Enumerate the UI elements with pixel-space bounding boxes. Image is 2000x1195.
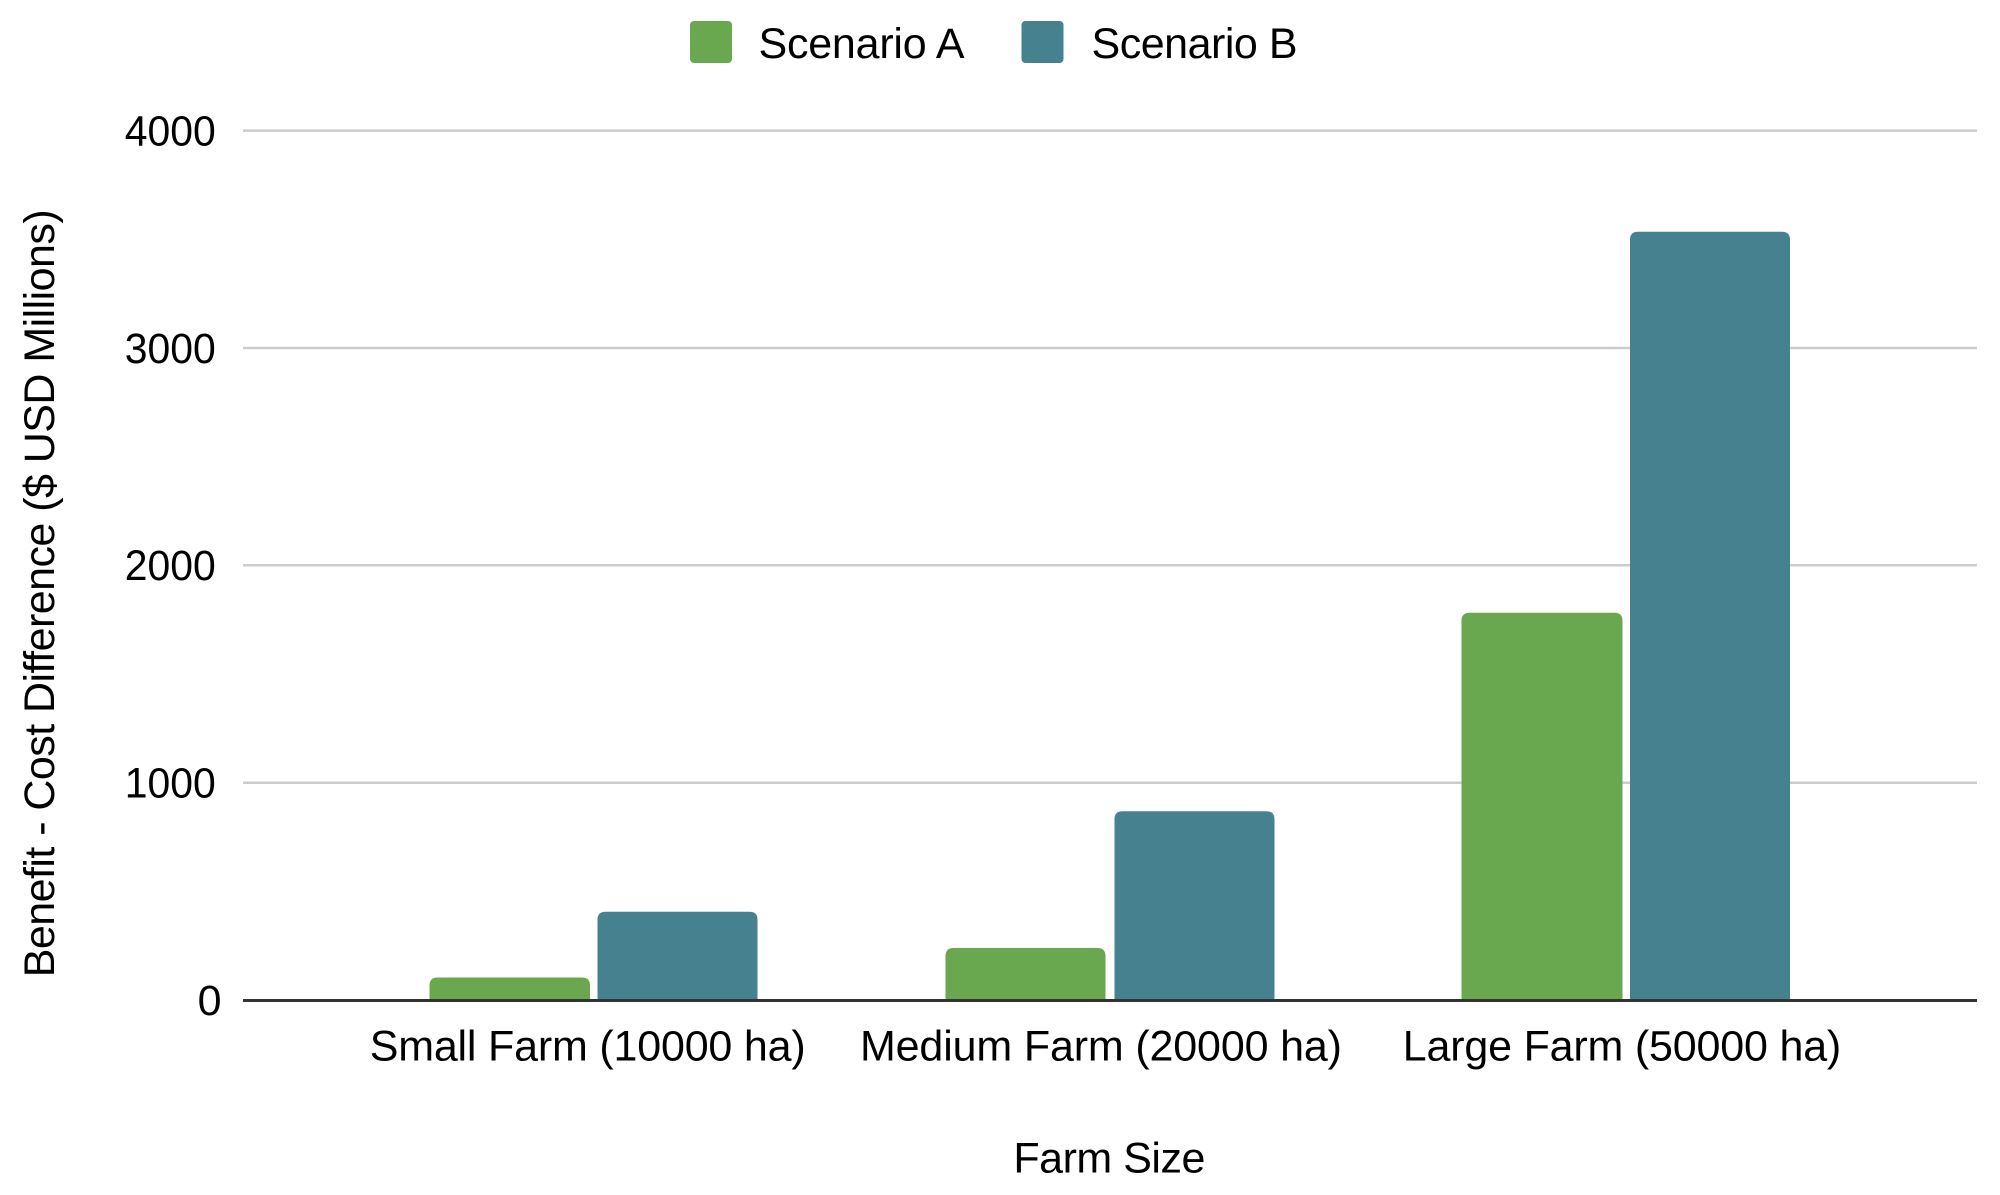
svg-text:Small Farm (10000 ha): Small Farm (10000 ha) xyxy=(370,1022,806,1070)
svg-text:Benefit - Cost Difference ($ U: Benefit - Cost Difference ($ USD Million… xyxy=(16,209,64,977)
svg-text:Medium Farm (20000 ha): Medium Farm (20000 ha) xyxy=(860,1022,1342,1070)
svg-text:Scenario A: Scenario A xyxy=(759,20,965,68)
svg-text:2000: 2000 xyxy=(125,542,216,590)
svg-text:4000: 4000 xyxy=(125,107,216,155)
svg-text:3000: 3000 xyxy=(125,325,216,373)
svg-text:Scenario B: Scenario B xyxy=(1092,20,1298,68)
svg-text:Farm Size: Farm Size xyxy=(1013,1135,1205,1183)
svg-text:Large Farm (50000 ha): Large Farm (50000 ha) xyxy=(1403,1022,1842,1070)
svg-text:0: 0 xyxy=(198,977,222,1025)
svg-text:1000: 1000 xyxy=(125,760,216,808)
